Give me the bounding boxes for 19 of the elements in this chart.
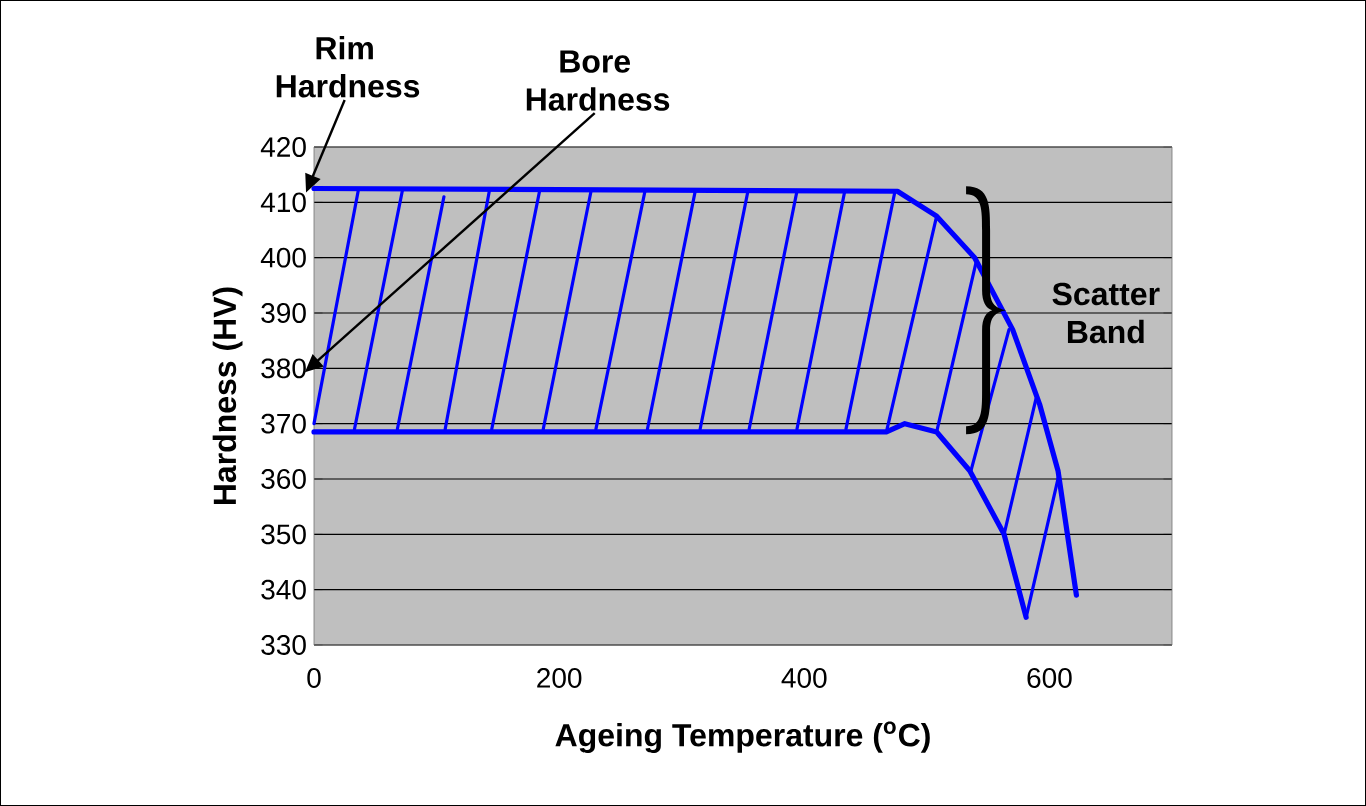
y-tick-label: 410 [260,192,306,213]
y-tick-label: 420 [260,137,306,157]
x-tick-label: 0 [307,668,321,688]
x-tick-label: 200 [537,668,582,688]
y-tick-label: 350 [261,524,306,545]
y-tick-label: 390 [261,303,306,323]
text: Bore Hardness [526,50,670,111]
y-tick-label: 340 [261,579,306,600]
annotation: Rim Hardness [276,36,420,98]
x-tick-label: 400 [781,668,827,688]
y-tick-label: 380 [261,358,306,379]
y-tick-label: 330 [261,635,306,655]
x-tick-label: 600 [1027,668,1072,688]
annotation: Scatter Band [1052,282,1160,344]
y-axis-title: Hardness (HV) [212,287,243,505]
y-tick-label: 370 [261,413,306,434]
y-tick-label: 400 [260,247,306,268]
x-axis-title: Ageing Temperature ($^{o}$C) [555,721,930,753]
y-tick-label: 360 [261,469,306,489]
